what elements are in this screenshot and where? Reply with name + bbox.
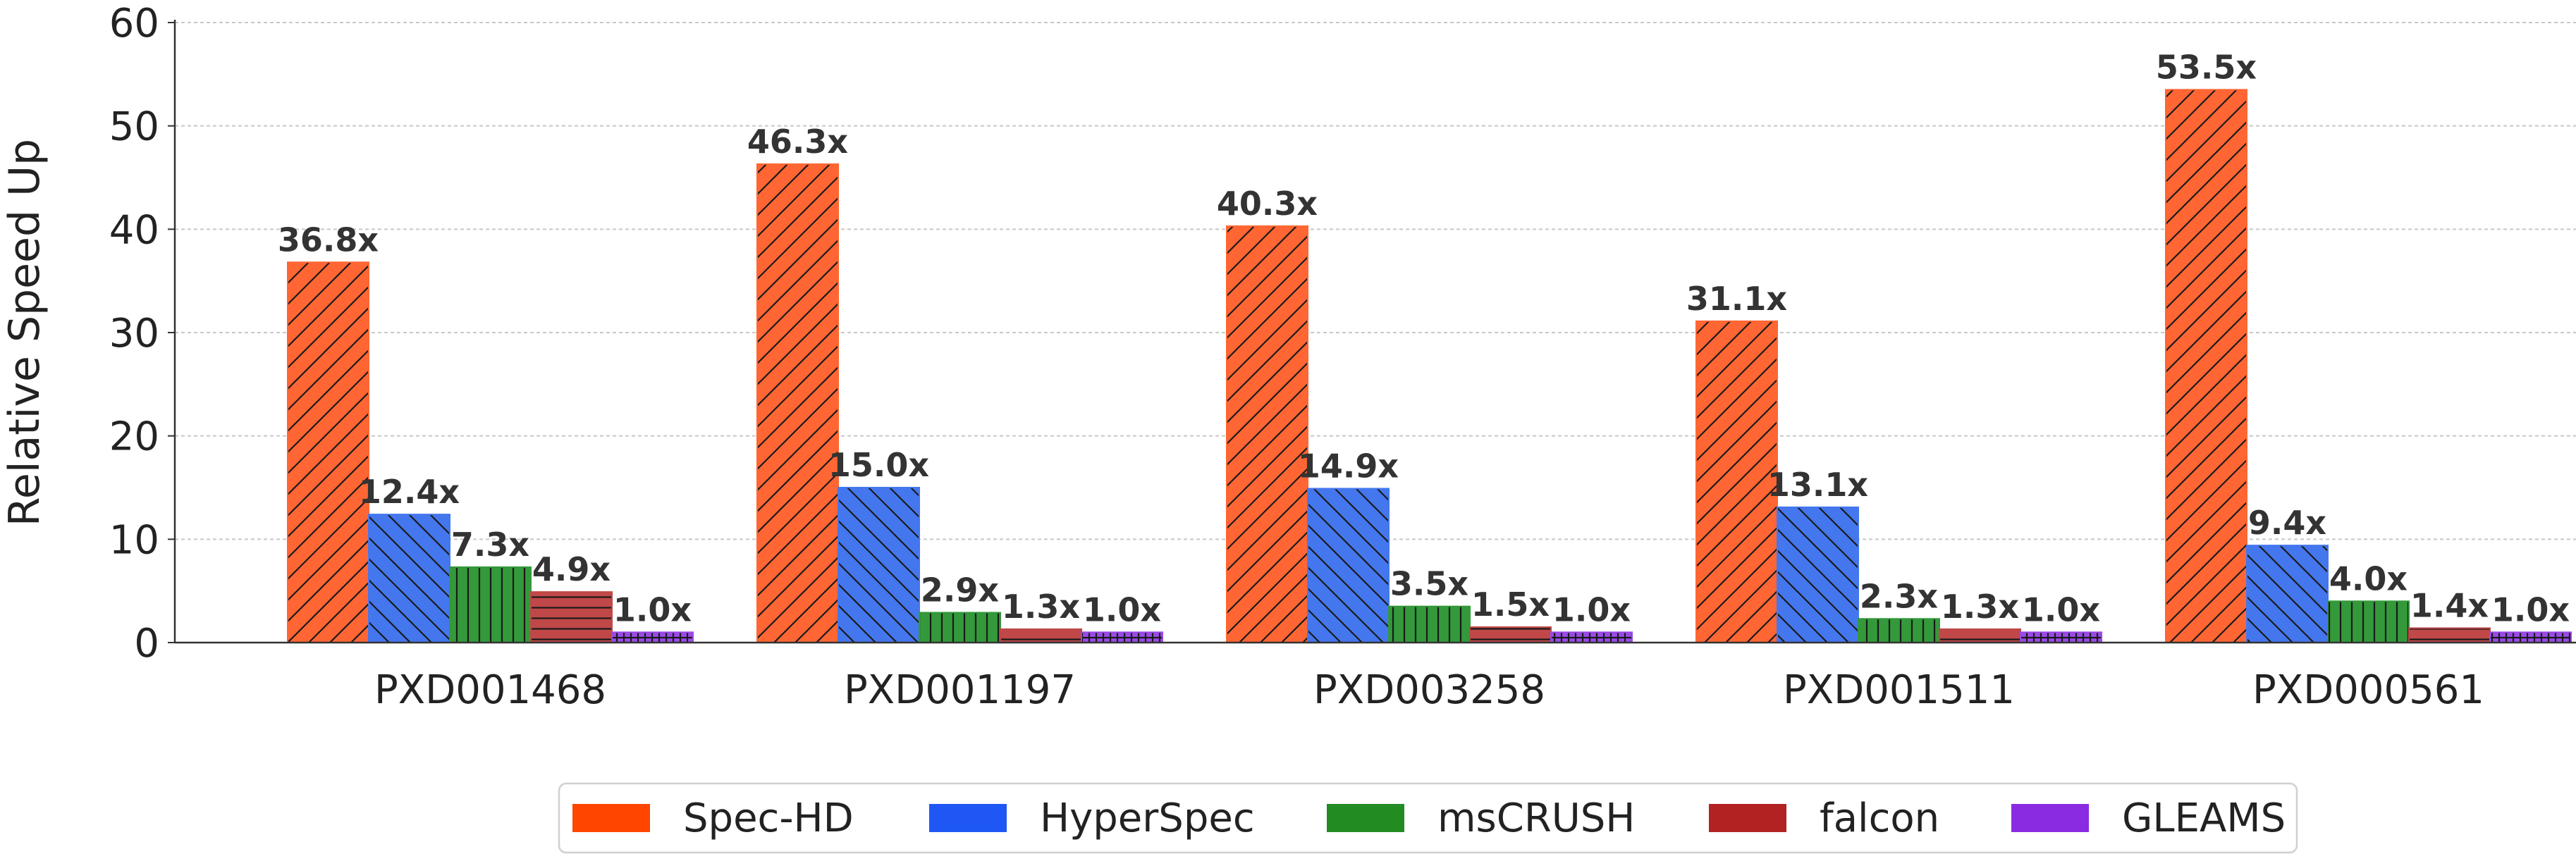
data-label: 31.1x [1686, 280, 1787, 318]
legend-swatch [1327, 804, 1404, 832]
data-label: 36.8x [278, 221, 379, 259]
data-label: 1.0x [2491, 590, 2570, 628]
bar-mscrush-pxd001511 [1858, 618, 1940, 643]
legend: Spec-HD HyperSpec msCRUSH falcon GLEAMS [558, 782, 2298, 854]
y-tick-label: 30 [109, 311, 159, 357]
y-tick-label: 10 [109, 517, 159, 563]
legend-label: HyperSpec [1040, 795, 1255, 841]
data-label: 14.9x [1298, 447, 1399, 485]
legend-label: falcon [1820, 795, 1939, 841]
bar-hyperspec-pxd001197 [838, 487, 920, 643]
bar-falcon-pxd001197 [1000, 628, 1082, 644]
legend-swatch [572, 804, 650, 832]
data-label: 1.3x [1941, 588, 2019, 626]
y-tick-label: 20 [109, 414, 159, 460]
data-label: 40.3x [1217, 185, 1318, 223]
legend-swatch [2011, 804, 2089, 832]
x-tick-label: PXD003258 [1313, 667, 1545, 713]
bar-mscrush-pxd000561 [2327, 600, 2410, 643]
data-label: 1.4x [2410, 586, 2489, 624]
data-label: 2.3x [1860, 577, 1938, 615]
bar-falcon-pxd001468 [530, 591, 613, 644]
data-label: 9.4x [2248, 504, 2326, 542]
data-label: 1.0x [2022, 590, 2100, 628]
data-label: 4.0x [2329, 559, 2408, 597]
bar-mscrush-pxd003258 [1388, 605, 1471, 644]
data-label: 3.5x [1390, 565, 1468, 603]
bar-hyperspec-pxd001468 [368, 514, 450, 644]
legend-box [558, 782, 2298, 854]
bar-falcon-pxd001511 [1939, 628, 2021, 644]
legend-swatch [929, 804, 1007, 832]
data-label: 1.5x [1471, 586, 1550, 624]
x-tick-label: PXD000561 [2252, 667, 2484, 713]
bar-spec-hd-pxd001511 [1695, 320, 1778, 643]
bar-falcon-pxd000561 [2408, 627, 2491, 644]
bar-spec-hd-pxd000561 [2165, 89, 2247, 644]
bar-spec-hd-pxd001468 [287, 261, 369, 643]
bar-gleams-pxd001511 [2020, 631, 2102, 643]
legend-label: msCRUSH [1437, 795, 1635, 841]
data-label: 53.5x [2156, 48, 2257, 86]
data-label: 1.3x [1002, 588, 1080, 626]
y-tick-label: 40 [109, 207, 159, 253]
x-tick-label: PXD001468 [374, 667, 606, 713]
data-label: 12.4x [359, 473, 460, 511]
x-tick-label: PXD001511 [1783, 667, 2015, 713]
data-label: 7.3x [451, 526, 529, 564]
data-label: 13.1x [1767, 466, 1868, 504]
legend-label: GLEAMS [2122, 795, 2286, 841]
data-label: 2.9x [921, 571, 999, 609]
bar-gleams-pxd001468 [611, 631, 694, 643]
bars [287, 89, 2572, 644]
bar-spec-hd-pxd003258 [1226, 225, 1308, 643]
bar-gleams-pxd000561 [2489, 631, 2572, 643]
y-tick-label: 50 [109, 104, 159, 150]
bar-mscrush-pxd001468 [449, 566, 532, 644]
data-label: 4.9x [532, 550, 611, 588]
axes: 0 10 20 30 40 50 60 PXD001468 PXD001197 PXD003258… [109, 1, 2576, 713]
legend-swatch [1709, 804, 1786, 832]
bar-hyperspec-pxd000561 [2246, 545, 2329, 644]
data-label: 15.0x [828, 446, 929, 484]
bar-hyperspec-pxd001511 [1777, 506, 1859, 643]
data-label: 1.0x [1083, 590, 1161, 628]
y-tick-label: 60 [109, 1, 159, 47]
bar-mscrush-pxd001197 [919, 612, 1001, 644]
data-label: 1.0x [613, 590, 692, 628]
bar-gleams-pxd003258 [1550, 631, 1633, 643]
bar-spec-hd-pxd001197 [756, 163, 839, 643]
bar-gleams-pxd001197 [1081, 631, 1163, 643]
bar-hyperspec-pxd003258 [1307, 488, 1390, 644]
x-tick-label: PXD001197 [844, 667, 1076, 713]
bar-falcon-pxd003258 [1469, 626, 1552, 643]
data-label: 46.3x [747, 123, 848, 161]
y-axis-label: Relative Speed Up [0, 139, 49, 526]
legend-label: Spec-HD [683, 795, 854, 841]
data-label: 1.0x [1552, 590, 1631, 628]
y-tick-label: 0 [134, 621, 159, 667]
